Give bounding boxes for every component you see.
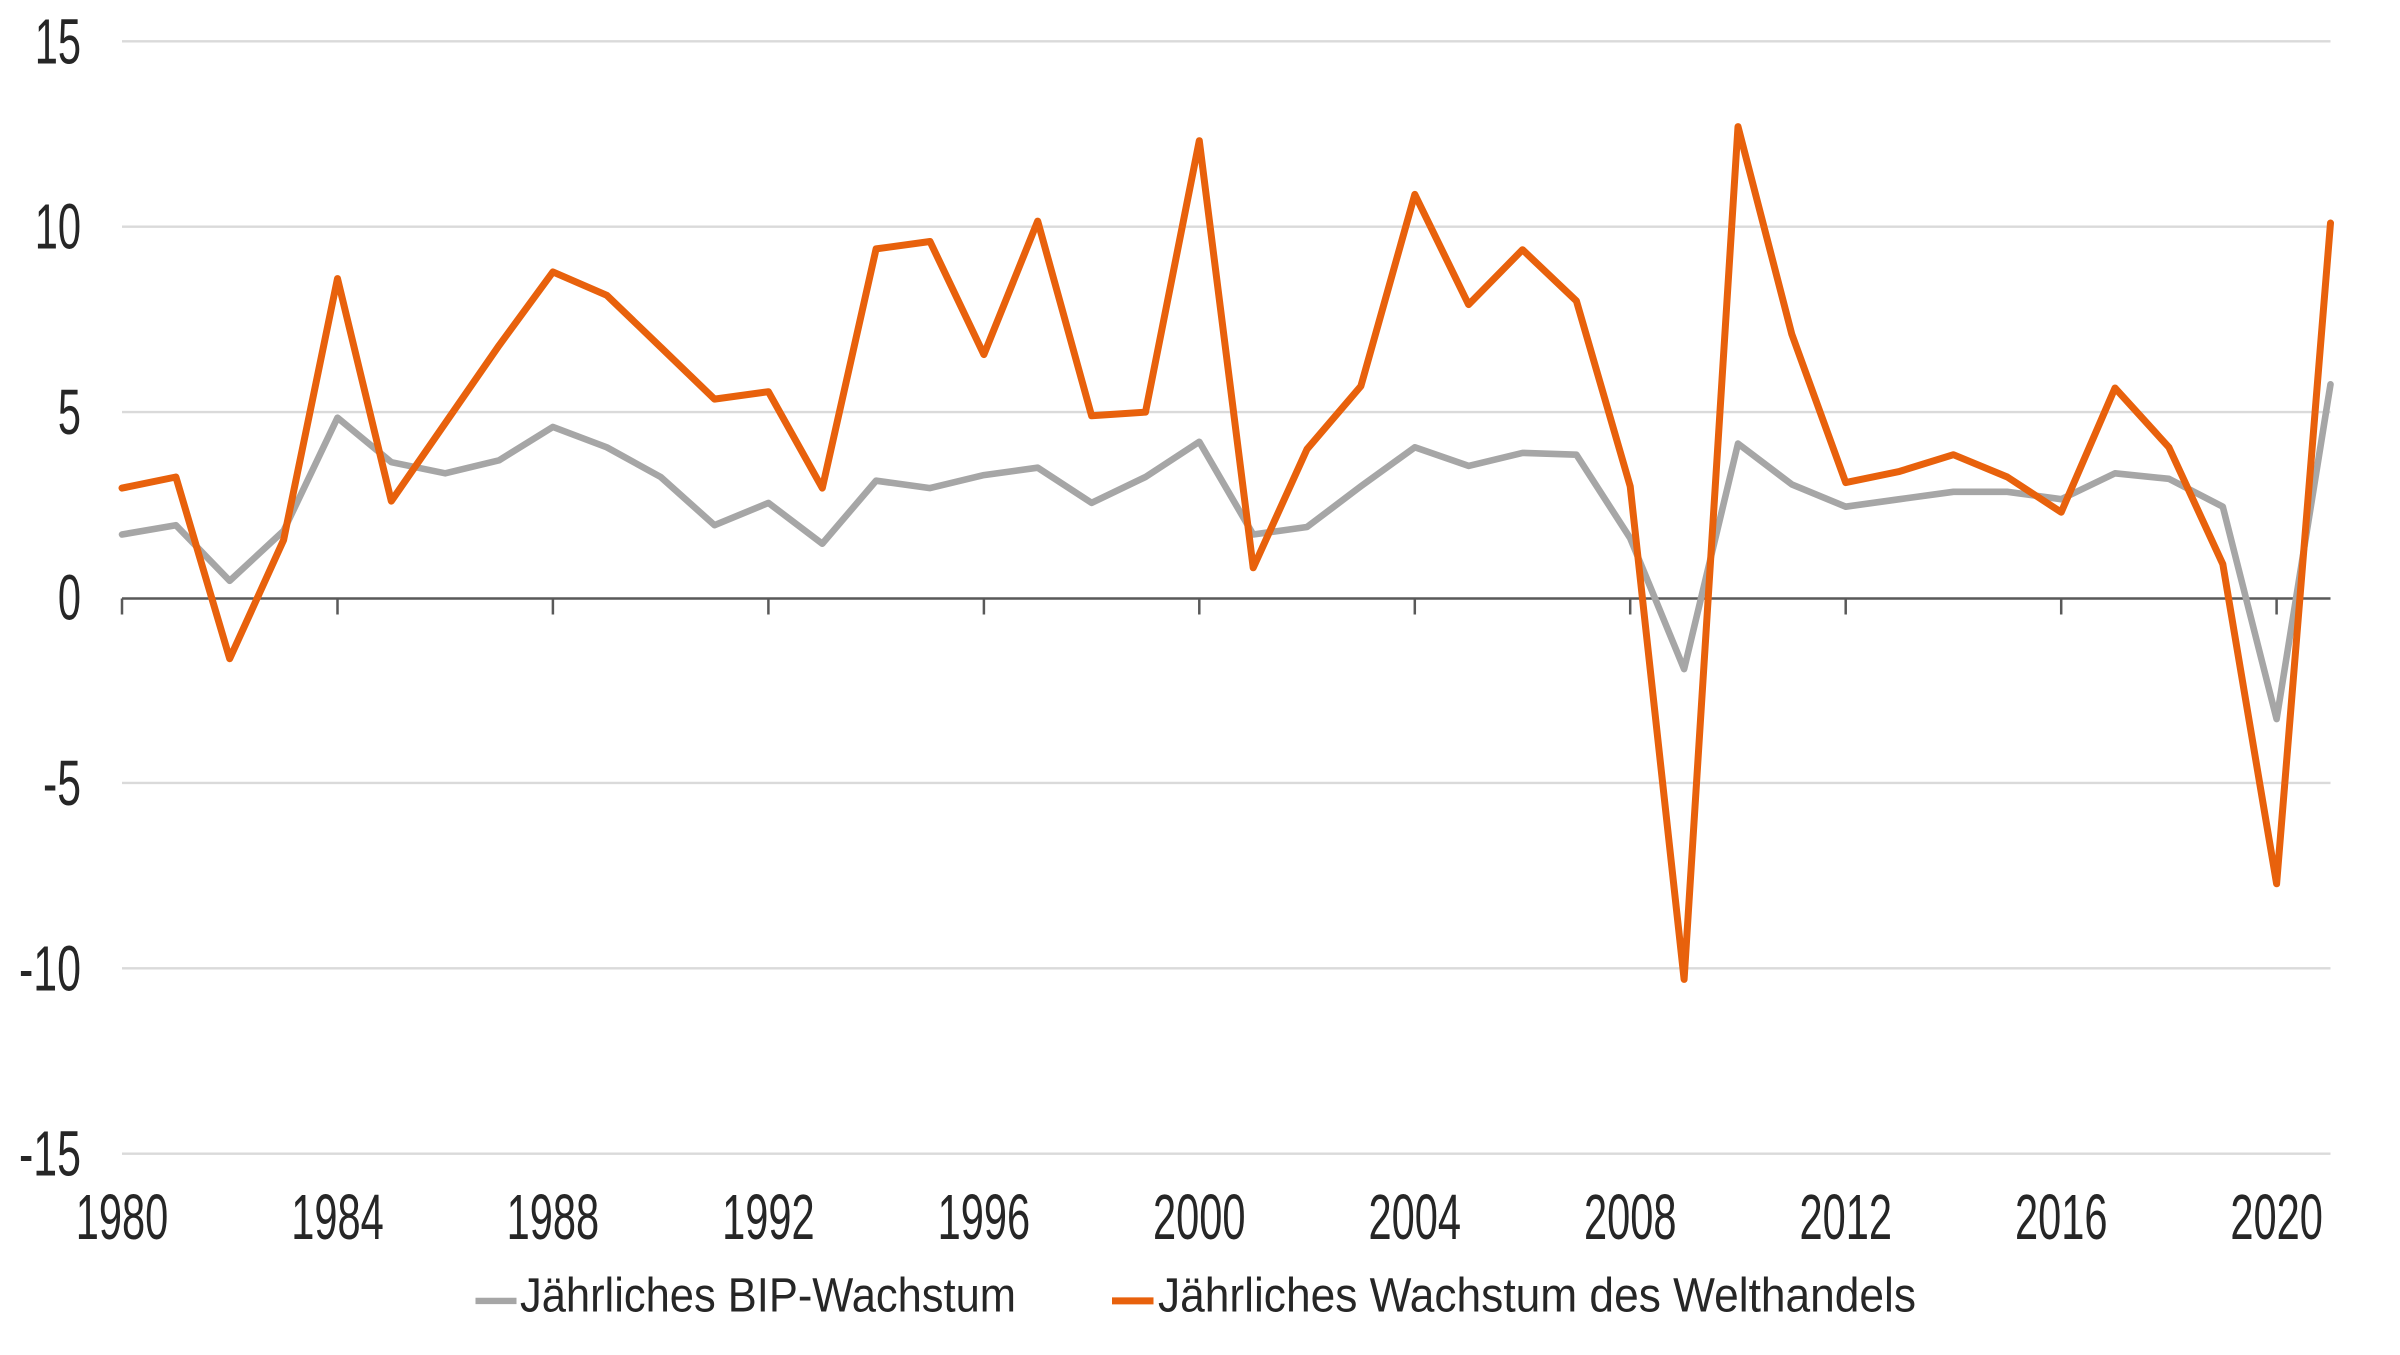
- svg-text:0: 0: [58, 562, 81, 634]
- svg-text:-15: -15: [19, 1118, 81, 1190]
- svg-text:2020: 2020: [2230, 1181, 2323, 1253]
- svg-text:-5: -5: [43, 747, 81, 819]
- svg-text:1996: 1996: [938, 1181, 1031, 1253]
- svg-text:5: 5: [58, 376, 81, 448]
- svg-text:1992: 1992: [722, 1181, 815, 1253]
- svg-text:2016: 2016: [2015, 1181, 2108, 1253]
- svg-text:Jährliches BIP-Wachstum: Jährliches BIP-Wachstum: [520, 1270, 1016, 1323]
- svg-text:10: 10: [35, 191, 81, 263]
- svg-text:-10: -10: [19, 932, 81, 1004]
- svg-text:15: 15: [35, 5, 81, 77]
- svg-text:Jährliches Wachstum des Weltha: Jährliches Wachstum des Welthandels: [1158, 1270, 1916, 1323]
- svg-text:2012: 2012: [1799, 1181, 1892, 1253]
- svg-text:2004: 2004: [1369, 1181, 1462, 1253]
- svg-text:1984: 1984: [291, 1181, 384, 1253]
- svg-text:2000: 2000: [1153, 1181, 1246, 1253]
- svg-text:2008: 2008: [1584, 1181, 1677, 1253]
- svg-text:1988: 1988: [507, 1181, 600, 1253]
- svg-text:1980: 1980: [76, 1181, 169, 1253]
